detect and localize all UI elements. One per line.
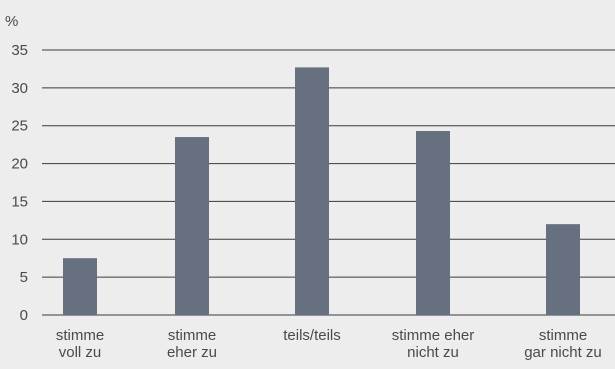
y-tick-label: 15 bbox=[11, 193, 28, 210]
bar-2 bbox=[295, 67, 329, 316]
y-tick-labels: 0 5 10 15 20 25 30 35 bbox=[11, 42, 28, 324]
x-category-label-line: teils/teils bbox=[283, 327, 341, 344]
x-category-label-line: gar nicht zu bbox=[524, 344, 602, 361]
bar-3 bbox=[416, 131, 450, 315]
x-category-label-line: eher zu bbox=[167, 344, 217, 361]
y-tick-label: 5 bbox=[20, 269, 28, 286]
x-category-label-line: stimme bbox=[168, 327, 216, 344]
y-tick-label: 10 bbox=[11, 231, 28, 248]
bar-1 bbox=[175, 137, 209, 315]
y-tick-label: 30 bbox=[11, 80, 28, 97]
y-axis-unit: % bbox=[5, 13, 18, 30]
y-tick-label: 0 bbox=[20, 307, 28, 324]
y-tick-label: 25 bbox=[11, 118, 28, 135]
x-category-label-line: nicht zu bbox=[407, 344, 459, 361]
x-category-label: teils/teils bbox=[283, 327, 341, 344]
y-tick-label: 20 bbox=[11, 156, 28, 173]
x-category-label: stimme eher zu bbox=[167, 327, 217, 361]
bars bbox=[63, 67, 580, 316]
x-category-label-line: voll zu bbox=[59, 344, 102, 361]
x-category-label: stimme gar nicht zu bbox=[524, 327, 602, 361]
x-category-label: stimme eher nicht zu bbox=[392, 327, 475, 361]
x-category-label: stimme voll zu bbox=[56, 327, 104, 361]
x-category-label-line: stimme bbox=[539, 327, 587, 344]
y-tick-label: 35 bbox=[11, 42, 28, 59]
bar-0 bbox=[63, 258, 97, 315]
bar-4 bbox=[546, 224, 580, 315]
x-category-label-line: stimme bbox=[56, 327, 104, 344]
x-category-label-line: stimme eher bbox=[392, 327, 475, 344]
